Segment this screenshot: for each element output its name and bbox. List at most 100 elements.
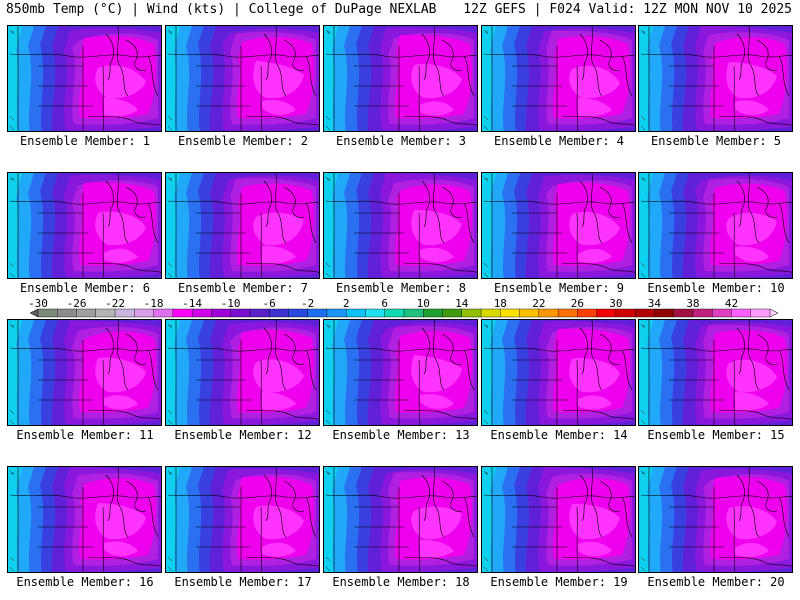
colorbar-segment [654, 308, 675, 318]
colorbar-segment [577, 308, 598, 318]
ensemble-member-map [481, 466, 636, 573]
ensemble-member-map [638, 172, 793, 279]
colorbar-segment [172, 308, 193, 318]
ensemble-member-map [165, 25, 320, 132]
ensemble-member-map [165, 172, 320, 279]
colorbar-segment [538, 308, 559, 318]
colorbar-segment [346, 308, 366, 318]
ensemble-member-label: Ensemble Member: 3 [335, 134, 467, 148]
colorbar-tick-label: 6 [381, 297, 389, 310]
colorbar-segment [519, 308, 540, 318]
ensemble-member-label: Ensemble Member: 10 [647, 281, 785, 295]
colorbar-tick-label: -6 [262, 297, 276, 310]
colorbar-tick-label: -10 [220, 297, 241, 310]
colorbar-segment [750, 308, 771, 318]
ensemble-member-map [323, 466, 478, 573]
colorbar-tick-label: 42 [724, 297, 739, 310]
ensemble-member-label: Ensemble Member: 4 [493, 134, 625, 148]
colorbar-segment [557, 308, 578, 318]
ensemble-member-label: Ensemble Member: 20 [647, 575, 785, 589]
ensemble-member-map [481, 319, 636, 426]
colorbar-segment [403, 308, 424, 318]
colorbar-segment [268, 308, 289, 318]
colorbar-tick-label: 10 [416, 297, 430, 310]
colorbar-tick-label: 30 [609, 297, 623, 310]
ensemble-member-map [323, 319, 478, 426]
ensemble-member-map [165, 319, 320, 426]
colorbar-segment [596, 308, 617, 318]
ensemble-member-map [7, 25, 162, 132]
map-title: 850mb Temp (°C) | Wind (kts) | College o… [6, 2, 437, 17]
colorbar-segment [500, 308, 521, 318]
colorbar-segment [326, 308, 347, 318]
ensemble-member-label: Ensemble Member: 19 [490, 575, 628, 589]
ensemble-member-map [7, 466, 162, 573]
colorbar-tick-label: 38 [686, 297, 700, 310]
ensemble-member-label: Ensemble Member: 7 [177, 281, 309, 295]
colorbar-tick-label: 14 [455, 297, 469, 310]
ensemble-member-map [481, 172, 636, 279]
ensemble-member-map [7, 172, 162, 279]
colorbar-segment [673, 308, 694, 318]
ensemble-member-label: Ensemble Member: 8 [335, 281, 467, 295]
colorbar-segment [692, 308, 713, 318]
ensemble-member-label: Ensemble Member: 2 [177, 134, 309, 148]
ensemble-member-label: Ensemble Member: 9 [493, 281, 625, 295]
ensemble-member-map [165, 466, 320, 573]
colorbar-segment [384, 308, 405, 318]
ensemble-member-map [638, 466, 793, 573]
ensemble-member-label: Ensemble Member: 14 [490, 428, 628, 442]
colorbar-segment [114, 308, 135, 318]
colorbar-segment [134, 308, 155, 318]
colorbar-segment [230, 308, 251, 318]
ensemble-member-label: Ensemble Member: 17 [174, 575, 312, 589]
temperature-colorbar [29, 308, 779, 318]
ensemble-member-label: Ensemble Member: 13 [332, 428, 470, 442]
colorbar-segment [423, 308, 444, 318]
colorbar-segment [615, 308, 636, 318]
ensemble-member-label: Ensemble Member: 12 [174, 428, 312, 442]
colorbar-tick-label: 22 [532, 297, 546, 310]
colorbar-segment [95, 308, 116, 318]
colorbar-segment [57, 308, 78, 318]
colorbar-segment [461, 308, 482, 318]
ensemble-member-label: Ensemble Member: 18 [332, 575, 470, 589]
colorbar-segment [249, 308, 270, 318]
colorbar-segment [153, 308, 174, 318]
colorbar-tick-label: -22 [105, 297, 125, 310]
ensemble-member-map [7, 319, 162, 426]
colorbar-segment [288, 308, 309, 318]
colorbar-segment [712, 308, 732, 318]
colorbar-tick-label: -18 [143, 297, 164, 310]
model-run-valid-time: 12Z GEFS | F024 Valid: 12Z MON NOV 10 20… [463, 2, 792, 17]
colorbar-segment [37, 308, 58, 318]
colorbar-segment [365, 308, 386, 318]
colorbar-tick-label: -14 [182, 297, 203, 310]
colorbar-segment [211, 308, 232, 318]
colorbar-segment [442, 308, 463, 318]
ensemble-member-map [323, 25, 478, 132]
colorbar-right-arrow [769, 308, 779, 318]
colorbar-tick-label: 2 [342, 297, 350, 310]
ensemble-member-label: Ensemble Member: 11 [16, 428, 154, 442]
colorbar-tick-label: 26 [570, 297, 584, 310]
colorbar-segment [191, 308, 212, 318]
colorbar-left-arrow [29, 308, 39, 318]
ensemble-member-label: Ensemble Member: 5 [650, 134, 782, 148]
colorbar-segment [634, 308, 655, 318]
ensemble-member-map [638, 319, 793, 426]
colorbar-tick-label: -26 [66, 297, 87, 310]
ensemble-member-label: Ensemble Member: 6 [19, 281, 151, 295]
colorbar-segment [76, 308, 97, 318]
ensemble-member-map [481, 25, 636, 132]
colorbar-tick-label: -2 [301, 297, 315, 310]
ensemble-member-map [638, 25, 793, 132]
colorbar-segment [307, 308, 328, 318]
colorbar-segment [480, 308, 501, 318]
ensemble-member-label: Ensemble Member: 16 [16, 575, 154, 589]
colorbar-tick-label: 18 [493, 297, 507, 310]
colorbar-tick-label: -30 [28, 297, 48, 310]
ensemble-member-label: Ensemble Member: 15 [647, 428, 785, 442]
colorbar-segment [731, 308, 752, 318]
colorbar-tick-label: 34 [647, 297, 662, 310]
